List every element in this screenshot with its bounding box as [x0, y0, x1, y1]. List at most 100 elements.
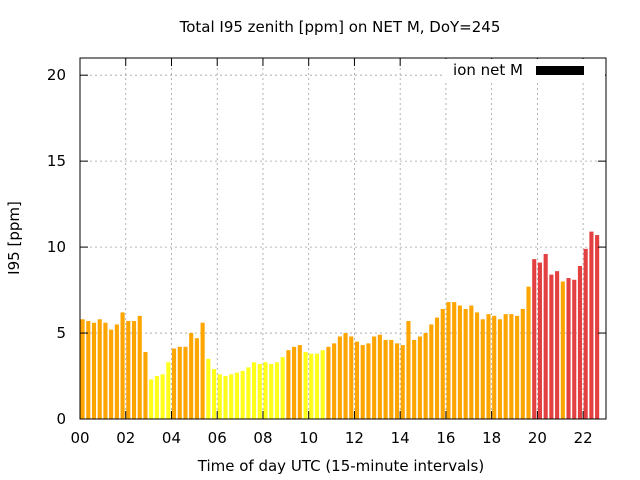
bar [480, 319, 485, 419]
bar [297, 345, 302, 419]
bar [503, 314, 508, 419]
x-tick-label: 14 [391, 429, 410, 447]
bar [314, 353, 320, 419]
bar [343, 333, 348, 419]
bar [434, 317, 440, 419]
bar [91, 322, 97, 419]
legend: ion net M [445, 59, 605, 81]
bar [309, 353, 314, 419]
bar [223, 376, 228, 419]
bar [394, 343, 400, 419]
bar [509, 314, 514, 419]
bar [280, 357, 285, 419]
bar [234, 372, 239, 419]
bar [560, 281, 565, 419]
bar [109, 329, 114, 419]
bar [515, 315, 520, 419]
bar [171, 348, 177, 419]
y-axis-label: I95 [ppm] [5, 201, 23, 275]
bar [252, 362, 257, 419]
bar [406, 321, 411, 419]
bar [292, 346, 297, 419]
chart-title: Total I95 zenith [ppm] on NET M, DoY=245 [179, 18, 501, 36]
bar [154, 376, 159, 419]
bar [86, 321, 91, 419]
bar [566, 278, 571, 419]
bar [166, 362, 171, 419]
y-tick-label: 10 [47, 238, 66, 256]
bar [194, 338, 199, 419]
bar [549, 274, 554, 419]
y-axis: 0 5 10 15 20 [47, 66, 606, 428]
bar [572, 279, 577, 419]
bar [326, 346, 331, 419]
bar [452, 302, 457, 419]
x-axis: 00 02 04 06 08 10 12 14 16 18 20 22 [70, 58, 593, 447]
bar [440, 308, 445, 419]
x-tick-label: 02 [116, 429, 135, 447]
x-tick-label: 20 [528, 429, 547, 447]
bar [97, 319, 102, 419]
bar [212, 369, 217, 419]
bar [577, 266, 583, 419]
bar [537, 262, 543, 419]
bar [103, 322, 108, 419]
bar [126, 321, 131, 419]
grid [80, 58, 606, 419]
bar [206, 358, 211, 419]
x-tick-label: 18 [482, 429, 501, 447]
bar [595, 235, 600, 419]
bar [337, 336, 342, 419]
y-tick-label: 0 [56, 410, 66, 428]
bar [589, 231, 594, 419]
bar [520, 308, 525, 419]
bar [274, 362, 280, 419]
x-tick-label: 06 [208, 429, 227, 447]
bar [131, 321, 137, 419]
bar [469, 305, 474, 419]
x-tick-label: 04 [162, 429, 181, 447]
bar [389, 339, 394, 419]
bar [257, 363, 262, 419]
bar [492, 315, 497, 419]
bar [303, 351, 308, 419]
bar [269, 363, 274, 419]
bar [429, 324, 434, 419]
bar [143, 351, 148, 419]
bar [412, 339, 417, 419]
bar [217, 374, 222, 419]
bar [497, 319, 502, 419]
bar [120, 312, 125, 419]
bar [149, 379, 154, 419]
bar [372, 336, 377, 419]
bar [114, 324, 119, 419]
bar [555, 271, 560, 419]
x-tick-label: 16 [436, 429, 455, 447]
bar [177, 346, 182, 419]
bar [137, 315, 142, 419]
bar [366, 343, 371, 419]
x-tick-label: 12 [345, 429, 364, 447]
legend-box [445, 59, 605, 81]
bar [240, 370, 245, 419]
bar [183, 346, 188, 419]
bar [463, 308, 468, 419]
y-tick-label: 5 [56, 324, 66, 342]
plot-frame [79, 57, 607, 420]
bar [189, 333, 194, 419]
bar [526, 286, 531, 419]
bar [349, 336, 354, 419]
bar [446, 302, 451, 419]
bar [354, 341, 360, 419]
bar [200, 322, 205, 419]
bar [383, 339, 388, 419]
bars [80, 231, 600, 419]
bar [417, 336, 422, 419]
bar [286, 350, 291, 419]
bar [332, 343, 337, 419]
bar [475, 312, 480, 419]
bar [360, 345, 365, 419]
bar [246, 367, 251, 419]
bar [423, 333, 428, 419]
y-tick-label: 20 [47, 66, 66, 84]
